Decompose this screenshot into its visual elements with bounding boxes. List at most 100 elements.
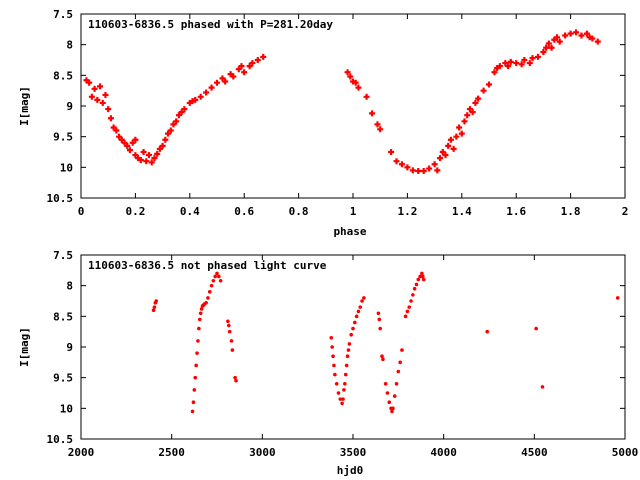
data-point	[437, 155, 444, 162]
x-tick-label: 1.4	[452, 205, 472, 218]
data-point	[338, 397, 343, 401]
data-point	[529, 55, 536, 62]
data-point	[456, 124, 463, 131]
data-point	[404, 164, 411, 171]
data-point	[195, 351, 199, 355]
data-point	[191, 400, 196, 405]
plot-frame	[80, 254, 626, 440]
data-point	[594, 38, 601, 45]
data-point	[356, 309, 361, 314]
data-point	[358, 305, 363, 309]
data-point	[412, 286, 417, 291]
data-point	[234, 378, 238, 383]
y-tick-label: 8	[66, 39, 73, 52]
data-point	[151, 155, 158, 162]
data-point	[198, 311, 203, 316]
data-point	[343, 372, 348, 377]
x-tick-label: 1	[350, 205, 357, 218]
data-point	[472, 99, 479, 106]
data-point	[447, 136, 454, 143]
y-tick-label: 9.5	[53, 372, 73, 385]
data-point	[418, 274, 422, 279]
data-point	[342, 388, 346, 392]
data-point	[192, 96, 199, 103]
unphased-light-curve-panel: 110603-6836.5 not phased light curve hjd…	[18, 249, 638, 477]
data-point	[421, 274, 425, 279]
data-point	[344, 69, 351, 76]
data-point	[475, 95, 482, 102]
data-point	[420, 168, 427, 175]
x-tick-label: 1.6	[506, 205, 526, 218]
data-point	[491, 69, 498, 76]
data-point	[102, 91, 109, 98]
data-point	[405, 309, 410, 314]
data-point	[376, 311, 381, 316]
data-point	[396, 369, 401, 374]
data-point	[409, 167, 416, 174]
data-point	[381, 357, 385, 362]
data-point	[197, 317, 202, 322]
data-point	[567, 30, 574, 37]
x-tick-label: 2	[622, 205, 629, 218]
data-point	[154, 150, 161, 157]
data-point	[415, 168, 422, 175]
data-point	[369, 110, 376, 117]
data-point	[450, 145, 457, 152]
data-point	[206, 296, 210, 300]
y-tick-label: 10.5	[47, 433, 74, 446]
data-point	[545, 40, 552, 47]
y-tick-label: 7.5	[53, 8, 73, 21]
x-tick-label: 0	[78, 205, 85, 218]
data-point	[377, 126, 384, 133]
data-point	[398, 161, 405, 168]
data-point	[345, 354, 350, 359]
data-point	[392, 394, 397, 398]
data-point	[363, 93, 370, 100]
data-point	[416, 277, 421, 282]
x-tick-label: 3000	[249, 446, 276, 459]
plot-frame	[80, 13, 626, 199]
x-tick-label: 0.8	[289, 205, 309, 218]
data-point	[204, 301, 208, 305]
data-point	[540, 385, 545, 389]
data-point	[496, 63, 503, 70]
data-point	[190, 409, 195, 414]
data-point	[238, 63, 245, 70]
data-point	[521, 57, 528, 63]
data-point	[222, 78, 229, 85]
data-point	[344, 363, 349, 368]
data-point	[203, 89, 210, 96]
x-tick-label: 1.2	[397, 205, 417, 218]
data-point	[469, 109, 476, 116]
data-points	[151, 271, 620, 414]
data-point	[518, 61, 525, 68]
data-point	[398, 360, 402, 365]
data-point	[209, 283, 214, 288]
data-point	[167, 127, 174, 134]
data-point	[445, 142, 452, 149]
data-point	[548, 44, 555, 51]
data-point	[199, 307, 204, 311]
data-point	[414, 282, 419, 287]
data-point	[197, 326, 201, 331]
data-point	[421, 277, 426, 282]
y-tick-label: 8	[66, 280, 73, 293]
data-point	[233, 375, 237, 380]
data-point	[554, 34, 560, 41]
data-point	[154, 299, 159, 303]
data-point	[86, 79, 93, 86]
data-point	[336, 391, 341, 395]
data-point	[385, 391, 390, 395]
x-tick-label: 2500	[158, 446, 185, 459]
data-point	[526, 60, 533, 67]
data-point	[341, 397, 345, 401]
data-point	[91, 85, 98, 92]
y-tick-label: 10	[60, 161, 73, 174]
data-point	[349, 332, 353, 337]
data-point	[214, 79, 220, 86]
data-point	[374, 121, 381, 128]
data-point	[347, 342, 352, 346]
data-point	[420, 271, 424, 276]
data-point	[556, 38, 563, 45]
y-axis-label: I[mag]	[18, 86, 31, 126]
